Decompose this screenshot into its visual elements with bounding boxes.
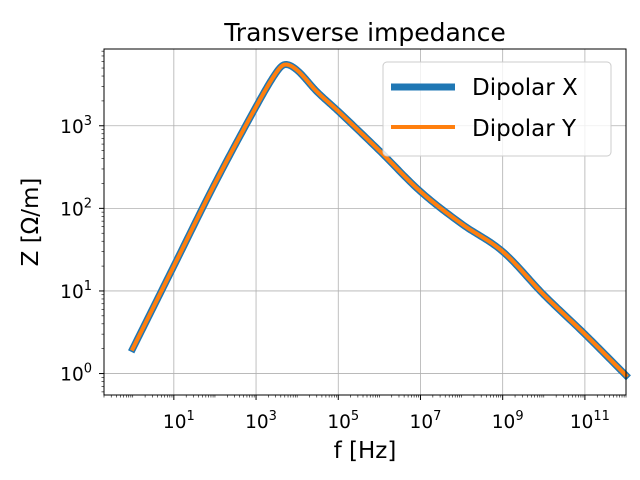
legend-label-dipolar-y: Dipolar Y	[472, 116, 577, 142]
x-tick-label: 107	[410, 409, 442, 433]
x-tick-label: 1011	[570, 409, 610, 433]
chart-title: Transverse impedance	[223, 18, 506, 47]
x-axis-label: f [Hz]	[334, 438, 397, 464]
y-tick-label: 101	[60, 279, 92, 303]
series-line-dipolar-y	[130, 62, 629, 379]
x-tick-label: 103	[245, 409, 277, 433]
plot-frame	[103, 48, 627, 396]
y-axis-label: Z [Ω/m]	[18, 178, 44, 267]
y-tick-label: 102	[60, 196, 92, 220]
y-tick-labels: 100 101 102 103	[60, 114, 92, 386]
plot-lines	[128, 61, 631, 381]
x-tick-label: 101	[163, 409, 195, 433]
major-ticks	[99, 125, 586, 400]
legend-label-dipolar-x: Dipolar X	[472, 75, 578, 101]
x-tick-labels: 101 103 105 107 109 1011	[163, 409, 610, 433]
x-tick-label: 109	[492, 409, 524, 433]
x-tick-label: 105	[327, 409, 359, 433]
y-tick-label: 103	[60, 114, 92, 138]
legend: Dipolar X Dipolar Y	[382, 61, 612, 157]
y-tick-label: 100	[60, 362, 92, 386]
